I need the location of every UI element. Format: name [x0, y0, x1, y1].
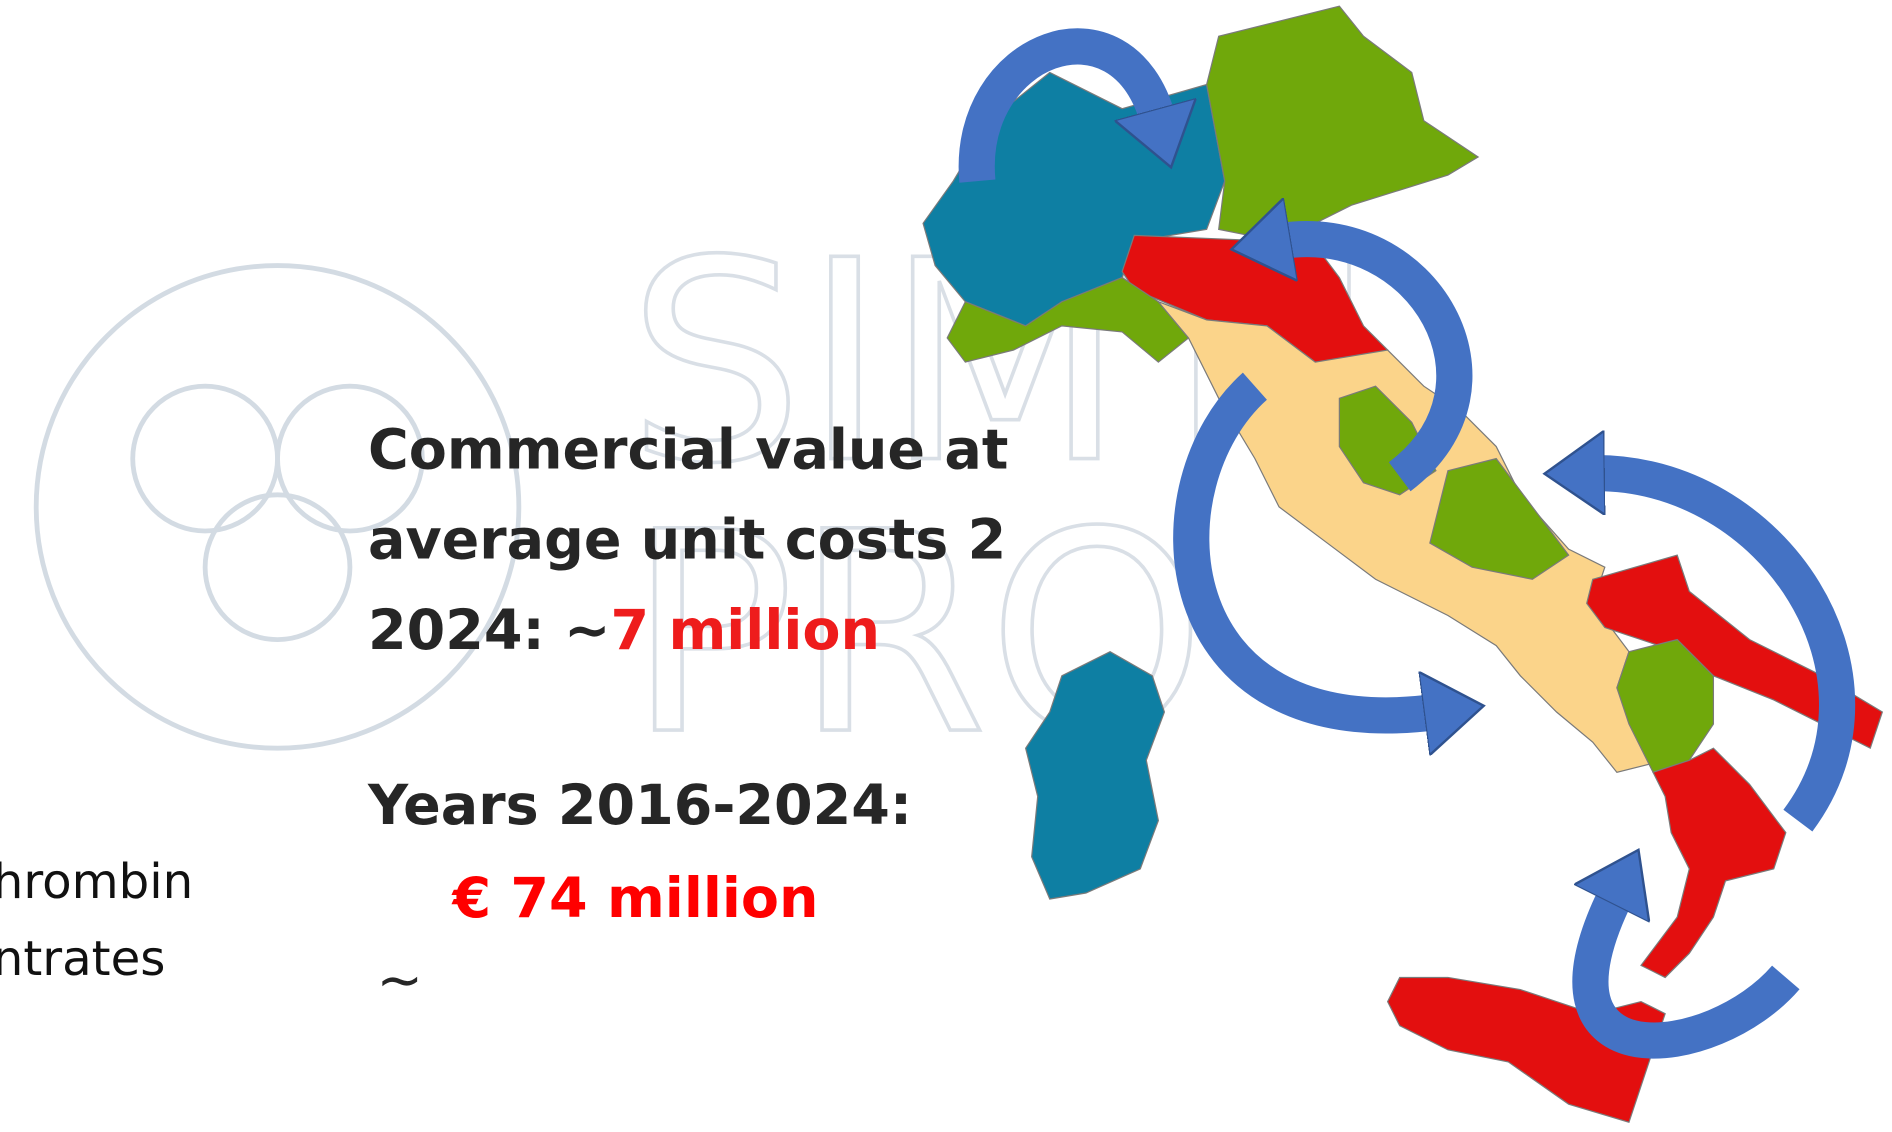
- watermark-ring: [275, 383, 425, 534]
- region: [1429, 457, 1570, 580]
- arrow: [958, 28, 1159, 183]
- tilde: ∼: [376, 948, 423, 1013]
- text-line: 2024: ∼7 million: [368, 598, 880, 663]
- text-fragment: hrombin: [0, 854, 193, 910]
- watermark-ring: [202, 492, 353, 643]
- arrows: [958, 28, 1856, 1059]
- arrow: [1593, 473, 1856, 832]
- text-line: average unit costs 2: [368, 508, 1006, 573]
- region: [1640, 747, 1787, 979]
- text-fragment: ntrates: [0, 931, 165, 987]
- watermark-ring: [33, 263, 522, 751]
- highlight-value: 7 million: [611, 598, 881, 663]
- region: [1206, 5, 1480, 243]
- main-text: Commercial value at average unit costs 2…: [367, 417, 1008, 1013]
- arrow: [1173, 372, 1436, 715]
- years-value: € 74 million: [450, 866, 818, 931]
- years-label: Years 2016-2024:: [367, 773, 912, 838]
- italy-map: [922, 5, 1884, 1124]
- watermark-ring: [130, 383, 280, 534]
- text-prefix: 2024: ∼: [368, 598, 611, 663]
- arrow: [1572, 893, 1800, 1059]
- region: [946, 276, 1190, 363]
- text-line: Commercial value at: [368, 417, 1008, 482]
- arrow: [1279, 239, 1473, 492]
- region: [1024, 650, 1166, 900]
